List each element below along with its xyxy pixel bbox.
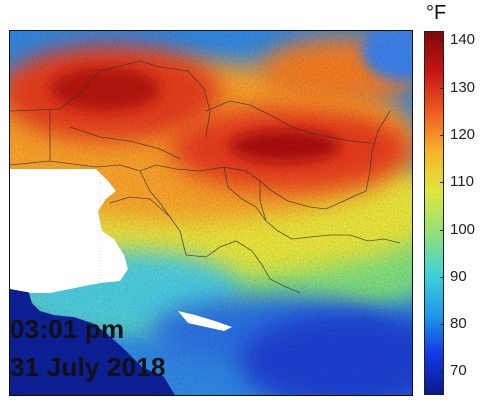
colorbar-tick-mark xyxy=(440,88,444,89)
colorbar xyxy=(424,31,444,395)
colorbar-tick-mark xyxy=(440,371,444,372)
colorbar-tick-mark xyxy=(440,230,444,231)
colorbar-tick-label: 70 xyxy=(450,362,467,380)
colorbar-tick-mark xyxy=(440,182,444,183)
colorbar-unit-label: °F xyxy=(426,2,447,24)
temperature-map xyxy=(9,30,413,396)
colorbar-tick-label: 100 xyxy=(450,220,476,238)
colorbar-tick-mark xyxy=(440,135,444,136)
colorbar-tick-label: 90 xyxy=(450,267,467,285)
colorbar-tick-mark xyxy=(440,324,444,325)
colorbar-tick-mark xyxy=(440,277,444,278)
colorbar-tick-label: 140 xyxy=(450,31,476,49)
colorbar-tick-label: 130 xyxy=(450,78,476,96)
date-label: 31 July 2018 xyxy=(10,352,166,382)
no-data-region xyxy=(10,169,128,293)
colorbar-tick-mark xyxy=(440,40,444,41)
boundary-lines xyxy=(10,60,401,294)
colorbar-tick-label: 120 xyxy=(450,126,476,143)
colorbar-tick-label: 80 xyxy=(450,315,467,333)
time-label: 03:01 pm xyxy=(10,314,125,344)
colorbar-tick-label: 110 xyxy=(450,173,474,191)
